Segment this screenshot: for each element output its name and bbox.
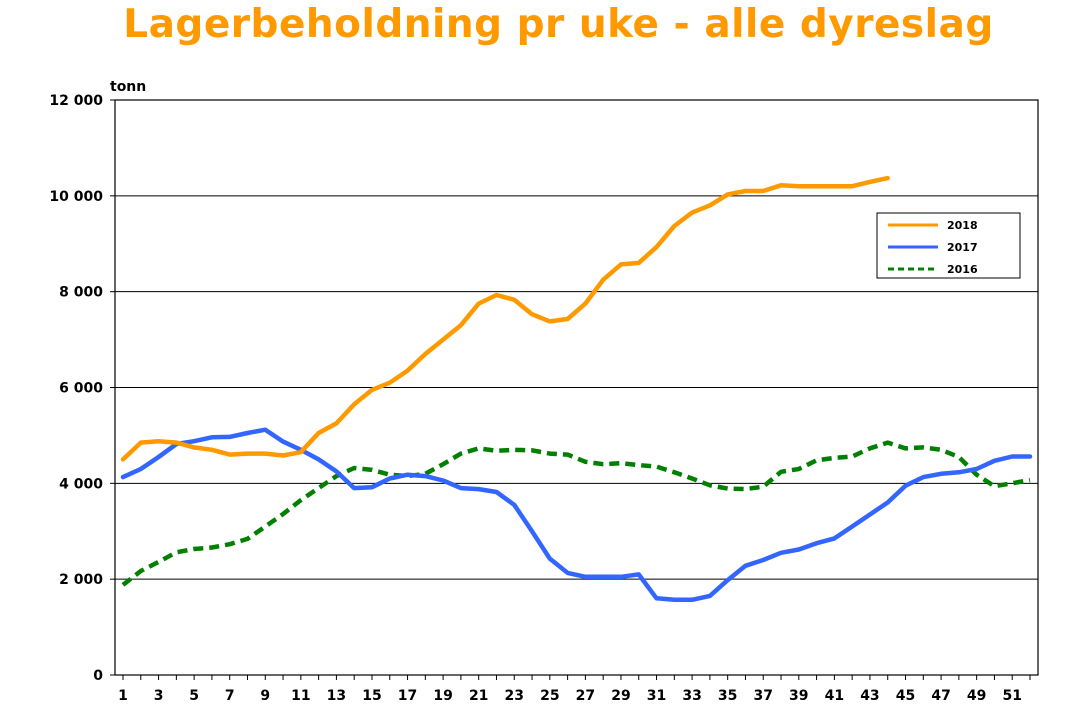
x-tick-label: 7 (225, 688, 235, 704)
x-tick-label: 9 (260, 688, 270, 704)
legend-label-2016: 2016 (947, 263, 978, 276)
x-tick-label: 33 (682, 688, 701, 704)
series-line-2017 (120, 427, 1033, 603)
x-tick-label: 19 (433, 688, 452, 704)
x-tick-label: 17 (398, 688, 417, 704)
x-tick-label: 21 (469, 688, 488, 704)
x-tick-label: 13 (327, 688, 346, 704)
chart-title: Lagerbeholdning pr uke - alle dyreslag (123, 2, 994, 47)
x-tick-label: 31 (647, 688, 666, 704)
legend: 2018 2017 2016 (876, 212, 1021, 279)
legend-label-2018: 2018 (947, 219, 978, 232)
y-tick-label: 4 000 (59, 476, 103, 492)
x-tick-label: 39 (789, 688, 808, 704)
x-tick-label: 49 (967, 688, 986, 704)
legend-label-2017: 2017 (947, 241, 978, 254)
y-tick-label: 12 000 (49, 93, 103, 109)
y-tick-label: 6 000 (59, 381, 103, 397)
x-tick-label: 37 (753, 688, 772, 704)
x-tick-label: 11 (291, 688, 310, 704)
x-tick-label: 27 (576, 688, 595, 704)
x-tick-label: 47 (931, 688, 950, 704)
x-tick-label: 3 (154, 688, 164, 704)
x-tick-label: 45 (896, 688, 915, 704)
series-line-2016 (121, 440, 1031, 587)
x-tick-label: 29 (611, 688, 630, 704)
y-tick-label: 0 (93, 668, 103, 684)
x-tick-label: 5 (189, 688, 199, 704)
y-tick-label: 2 000 (59, 572, 103, 588)
y-tick-label: 10 000 (49, 189, 103, 205)
x-tick-label: 25 (540, 688, 559, 704)
x-tick-label: 23 (505, 688, 524, 704)
y-axis-label: tonn (110, 79, 146, 95)
series-lines (120, 175, 1033, 603)
x-tick-label: 51 (1002, 688, 1021, 704)
x-tick-label: 1 (118, 688, 128, 704)
x-tick-label: 43 (860, 688, 879, 704)
y-tick-label: 8 000 (59, 285, 103, 301)
x-tick-label: 41 (825, 688, 844, 704)
series-line-2018 (120, 175, 890, 462)
x-tick-label: 15 (362, 688, 381, 704)
grid-lines (115, 195, 1038, 580)
x-tick-label: 35 (718, 688, 737, 704)
